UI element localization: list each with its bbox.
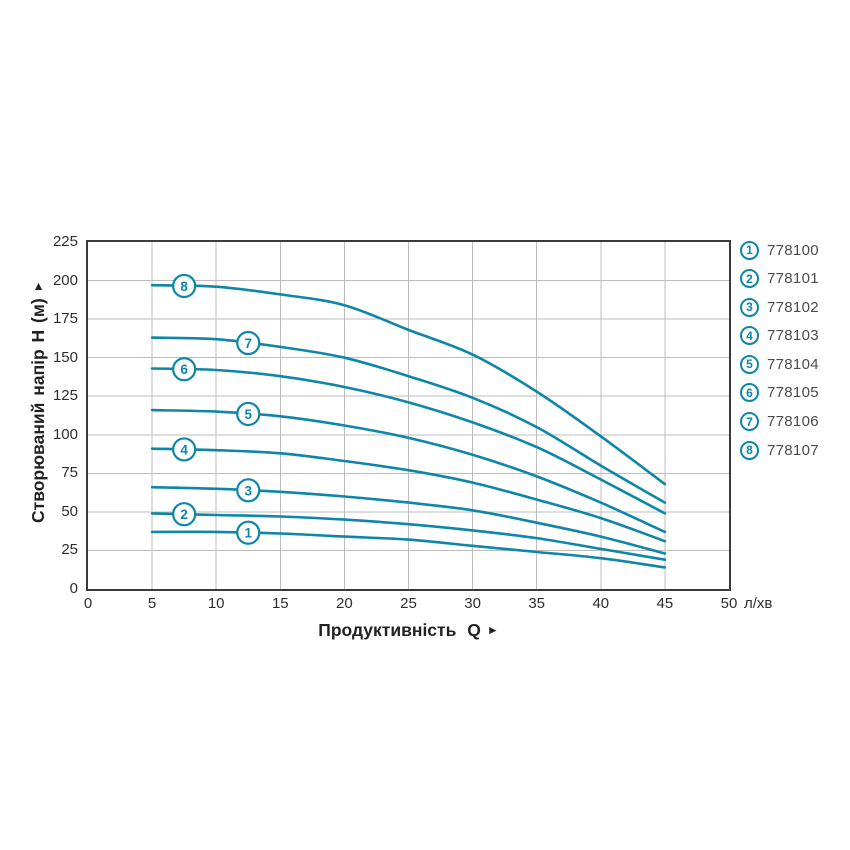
curve-label-number: 7 bbox=[244, 336, 252, 351]
curve-label-circle bbox=[236, 330, 261, 356]
curve-label-circle bbox=[236, 520, 261, 545]
curve-label-number: 3 bbox=[244, 483, 252, 498]
legend: 1 778100 2 778101 3 778102 4 778103 5 778104 6 7781… bbox=[740, 240, 819, 469]
curve-label-number: 2 bbox=[180, 507, 188, 522]
curve-label-circle bbox=[172, 357, 197, 382]
legend-curve-number: 3 bbox=[740, 297, 759, 317]
legend-item: 8 778107 bbox=[740, 440, 819, 460]
y-axis-title-text: Створюваний напір H (м) bbox=[28, 298, 48, 523]
curve-6 bbox=[150, 367, 667, 515]
legend-curve-number: 6 bbox=[740, 383, 759, 403]
y-tick-label: 75 bbox=[61, 464, 78, 482]
curve-label-number: 8 bbox=[180, 279, 188, 294]
curve-8 bbox=[150, 283, 667, 486]
legend-item: 7 778106 bbox=[740, 412, 819, 432]
y-tick-label: 25 bbox=[61, 541, 78, 559]
legend-model-code: 778104 bbox=[767, 355, 819, 373]
x-tick-label: 45 bbox=[656, 595, 674, 612]
legend-item: 2 778101 bbox=[740, 269, 819, 289]
curve-label-2: 2 bbox=[172, 502, 197, 527]
legend-model-code: 778106 bbox=[767, 413, 819, 431]
x-tick-label: 25 bbox=[400, 595, 417, 612]
legend-item: 4 778103 bbox=[740, 326, 819, 346]
curve-label-5: 5 bbox=[236, 401, 261, 427]
legend-curve-number: 1 bbox=[740, 240, 759, 260]
chart-canvas: 1 2 3 4 5 6 7 8 bbox=[88, 242, 729, 589]
curve-label-number: 6 bbox=[180, 362, 188, 377]
x-tick-label: 15 bbox=[271, 595, 289, 612]
legend-curve-number: 4 bbox=[740, 326, 759, 346]
x-tick-label: 20 bbox=[336, 595, 353, 612]
legend-model-code: 778103 bbox=[767, 327, 819, 345]
curve-label-circle bbox=[236, 401, 261, 427]
legend-curve-number: 5 bbox=[740, 354, 759, 374]
curve-label-circle bbox=[172, 273, 197, 299]
y-tick-label: 0 bbox=[69, 580, 78, 597]
curve-label-circle bbox=[236, 478, 261, 503]
curve-label-number: 5 bbox=[244, 407, 252, 422]
legend-curve-number: 8 bbox=[740, 440, 759, 460]
curve-1 bbox=[150, 530, 667, 569]
x-tick-label: 5 bbox=[147, 595, 157, 612]
y-tick-label: 175 bbox=[52, 310, 78, 328]
legend-model-code: 778107 bbox=[767, 441, 819, 459]
x-axis-unit-label: л/хв bbox=[744, 595, 773, 612]
x-tick-label: 50 bbox=[720, 595, 738, 612]
legend-curve-number: 7 bbox=[740, 412, 759, 432]
curve-4 bbox=[150, 447, 667, 543]
curve-2 bbox=[150, 512, 667, 561]
curve-label-number: 4 bbox=[180, 442, 188, 457]
curve-label-3: 3 bbox=[236, 478, 261, 503]
legend-item: 3 778102 bbox=[740, 297, 819, 317]
legend-model-code: 778101 bbox=[767, 270, 819, 288]
legend-model-code: 778102 bbox=[767, 298, 819, 316]
curve-label-circle bbox=[172, 502, 197, 527]
legend-item: 6 778105 bbox=[740, 383, 819, 403]
curve-label-number: 1 bbox=[244, 526, 252, 541]
x-tick-label: 30 bbox=[464, 595, 481, 612]
y-tick-label: 100 bbox=[52, 425, 78, 443]
curve-label-7: 7 bbox=[236, 330, 261, 356]
curve-label-circle bbox=[172, 437, 197, 462]
x-axis-title: Продуктивність Q ► bbox=[88, 620, 729, 641]
curve-3 bbox=[150, 485, 667, 555]
legend-curve-number: 2 bbox=[740, 269, 759, 289]
curve-label-4: 4 bbox=[172, 437, 197, 462]
plot-area: 1 2 3 4 5 6 7 8 bbox=[86, 240, 731, 591]
legend-item: 1 778100 bbox=[740, 240, 819, 260]
curve-5 bbox=[150, 408, 667, 534]
y-tick-label: 200 bbox=[52, 271, 78, 289]
x-tick-label: 10 bbox=[207, 595, 225, 612]
curve-label-6: 6 bbox=[172, 357, 197, 382]
curve-label-1: 1 bbox=[236, 520, 261, 545]
y-tick-label: 225 bbox=[52, 233, 78, 250]
x-tick-label: 0 bbox=[83, 595, 93, 612]
x-tick-label: 40 bbox=[592, 595, 610, 612]
x-axis-title-text: Продуктивність Q bbox=[318, 620, 481, 640]
curve-7 bbox=[150, 336, 667, 504]
y-tick-label: 125 bbox=[52, 387, 78, 405]
legend-model-code: 778100 bbox=[767, 241, 819, 259]
axis-arrow-icon: ► bbox=[486, 623, 499, 637]
legend-item: 5 778104 bbox=[740, 354, 819, 374]
legend-model-code: 778105 bbox=[767, 384, 819, 402]
y-tick-label: 150 bbox=[52, 348, 78, 366]
curve-label-8: 8 bbox=[172, 273, 197, 299]
y-tick-label: 50 bbox=[61, 502, 78, 520]
x-tick-label: 35 bbox=[528, 595, 546, 612]
